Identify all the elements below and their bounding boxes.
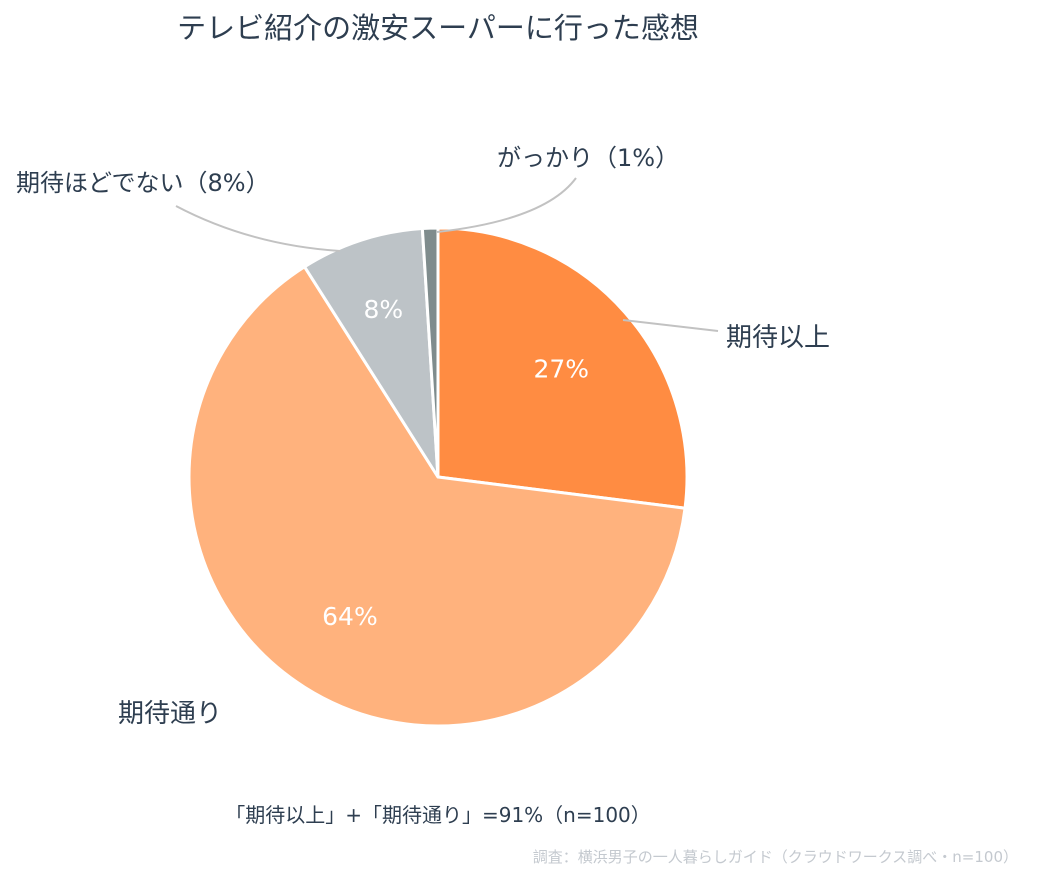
slice-value-label: 64%	[322, 602, 378, 631]
slice-value-label: 8%	[364, 295, 404, 324]
slice-category-label: 期待通り	[118, 699, 222, 729]
leader-line	[175, 205, 341, 252]
chart-title: テレビ紹介の激安スーパーに行った感想	[177, 11, 699, 45]
slice-category-label: がっかり（1%）	[497, 144, 679, 172]
slice-category-label: 期待以上	[726, 323, 830, 353]
slice-value-label: 27%	[533, 354, 589, 383]
leader-line	[436, 177, 577, 233]
summary-note: 「期待以上」+「期待通り」=91%（n=100）	[225, 803, 651, 827]
slice-category-label: 期待ほどでない（8%）	[16, 169, 270, 197]
pie-slice	[187, 264, 687, 728]
pie-labels: 27% 期待以上 64% 期待通り 8% 期待ほどでない（8%） がっかり（1%）	[16, 144, 830, 729]
leader-line	[622, 319, 719, 332]
source-note: 調査：横浜男子の一人暮らしガイド（クラウドワークス調べ・n=100）	[533, 848, 1018, 866]
leader-lines	[175, 177, 719, 332]
pie-slice	[420, 226, 440, 478]
pie-slice	[302, 226, 440, 478]
pie-slices	[187, 226, 689, 728]
pie-slice	[436, 226, 689, 510]
